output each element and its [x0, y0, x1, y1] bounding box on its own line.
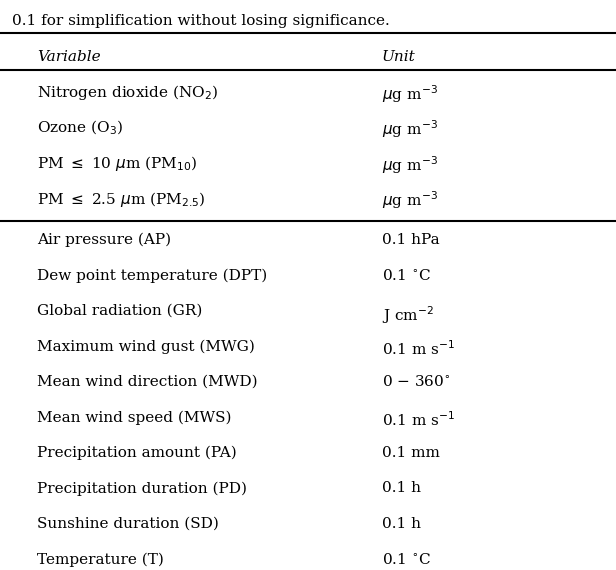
Text: 0.1 hPa: 0.1 hPa	[382, 233, 440, 247]
Text: Variable: Variable	[37, 50, 100, 63]
Text: 0.1 h: 0.1 h	[382, 481, 421, 495]
Text: Global radiation (GR): Global radiation (GR)	[37, 304, 202, 318]
Text: 0.1 m s$^{-1}$: 0.1 m s$^{-1}$	[382, 340, 455, 358]
Text: $\mu$g m$^{-3}$: $\mu$g m$^{-3}$	[382, 119, 438, 140]
Text: 0.1 h: 0.1 h	[382, 517, 421, 531]
Text: Precipitation amount (PA): Precipitation amount (PA)	[37, 446, 237, 460]
Text: 0.1 m s$^{-1}$: 0.1 m s$^{-1}$	[382, 410, 455, 429]
Text: 0.1 $^{\circ}$C: 0.1 $^{\circ}$C	[382, 268, 431, 284]
Text: Ozone (O$_3$): Ozone (O$_3$)	[37, 119, 123, 137]
Text: Mean wind direction (MWD): Mean wind direction (MWD)	[37, 375, 257, 389]
Text: $\mu$g m$^{-3}$: $\mu$g m$^{-3}$	[382, 190, 438, 211]
Text: PM $\leq$ 10 $\mu$m (PM$_{10}$): PM $\leq$ 10 $\mu$m (PM$_{10}$)	[37, 154, 197, 173]
Text: Maximum wind gust (MWG): Maximum wind gust (MWG)	[37, 340, 255, 354]
Text: Dew point temperature (DPT): Dew point temperature (DPT)	[37, 268, 267, 283]
Text: Unit: Unit	[382, 50, 416, 63]
Text: 0.1 for simplification without losing significance.: 0.1 for simplification without losing si…	[12, 14, 390, 28]
Text: Air pressure (AP): Air pressure (AP)	[37, 233, 171, 247]
Text: Sunshine duration (SD): Sunshine duration (SD)	[37, 517, 219, 531]
Text: PM $\leq$ 2.5 $\mu$m (PM$_{2.5}$): PM $\leq$ 2.5 $\mu$m (PM$_{2.5}$)	[37, 190, 206, 209]
Text: 0 $-$ 360$^{\circ}$: 0 $-$ 360$^{\circ}$	[382, 375, 450, 390]
Text: Temperature (T): Temperature (T)	[37, 552, 164, 567]
Text: 0.1 $^{\circ}$C: 0.1 $^{\circ}$C	[382, 552, 431, 568]
Text: Nitrogen dioxide (NO$_2$): Nitrogen dioxide (NO$_2$)	[37, 83, 218, 102]
Text: $\mu$g m$^{-3}$: $\mu$g m$^{-3}$	[382, 83, 438, 105]
Text: J cm$^{-2}$: J cm$^{-2}$	[382, 304, 434, 325]
Text: 0.1 mm: 0.1 mm	[382, 446, 440, 460]
Text: Mean wind speed (MWS): Mean wind speed (MWS)	[37, 410, 232, 425]
Text: Precipitation duration (PD): Precipitation duration (PD)	[37, 481, 247, 496]
Text: $\mu$g m$^{-3}$: $\mu$g m$^{-3}$	[382, 154, 438, 176]
